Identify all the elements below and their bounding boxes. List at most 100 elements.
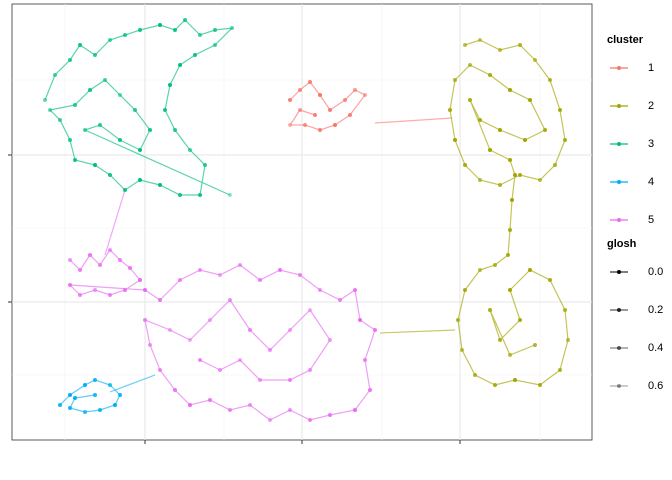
node-point (108, 173, 112, 177)
node-point (203, 163, 207, 167)
node-point (88, 253, 92, 257)
node-point (188, 338, 192, 342)
node-point (288, 408, 292, 412)
node-point (53, 73, 57, 77)
link-line (379, 329, 456, 334)
node-point (198, 33, 202, 37)
node-point (493, 383, 497, 387)
node-point (353, 88, 357, 92)
node-point (118, 258, 122, 262)
node-point (173, 388, 177, 392)
node-point (468, 98, 472, 102)
node-point (248, 328, 252, 332)
legend-label: 0.6 (648, 380, 663, 392)
node-point (258, 378, 262, 382)
node-point (566, 338, 570, 342)
legend-key (617, 308, 621, 312)
node-point (193, 53, 197, 57)
node-point (228, 408, 232, 412)
node-point (78, 268, 82, 272)
node-point (518, 318, 522, 322)
node-point (298, 88, 302, 92)
link-line (109, 374, 156, 393)
node-point (138, 178, 142, 182)
node-point (478, 178, 482, 182)
node-point (83, 410, 87, 414)
legend-label: 4 (648, 176, 654, 188)
legend-label: 1 (648, 62, 654, 74)
node-point (138, 278, 142, 282)
node-point (173, 128, 177, 132)
legend-key (617, 180, 621, 184)
node-point (158, 183, 162, 187)
node-point (78, 293, 82, 297)
node-point (278, 268, 282, 272)
node-point (198, 358, 202, 362)
node-point (108, 383, 112, 387)
node-point (523, 138, 527, 142)
node-point (468, 63, 472, 67)
node-point (488, 308, 492, 312)
node-point (303, 123, 307, 127)
node-point (73, 396, 77, 400)
node-point (158, 368, 162, 372)
node-point (488, 73, 492, 77)
node-point (208, 398, 212, 402)
edge-line (44, 19, 234, 196)
node-point (178, 278, 182, 282)
legend-title: cluster (607, 34, 644, 46)
node-point (108, 38, 112, 42)
node-point (98, 263, 102, 267)
node-point (298, 108, 302, 112)
node-point (88, 88, 92, 92)
node-point (68, 283, 72, 287)
node-point (93, 288, 97, 292)
node-point (533, 343, 537, 347)
legend-key (617, 218, 621, 222)
node-point (373, 328, 377, 332)
node-point (138, 148, 142, 152)
legend-label: 0.0 (648, 266, 663, 278)
node-point (83, 128, 87, 132)
node-point (533, 58, 537, 62)
node-point (448, 108, 452, 112)
node-point (208, 318, 212, 322)
node-point (198, 268, 202, 272)
legend-key (617, 346, 621, 350)
node-point (453, 138, 457, 142)
node-point (308, 368, 312, 372)
node-point (348, 113, 352, 117)
node-point (178, 193, 182, 197)
node-point (456, 318, 460, 322)
node-point (93, 53, 97, 57)
node-point (453, 78, 457, 82)
node-point (333, 123, 337, 127)
node-point (308, 308, 312, 312)
node-point (563, 138, 567, 142)
node-point (68, 138, 72, 142)
node-point (213, 43, 217, 47)
node-point (218, 273, 222, 277)
node-point (543, 128, 547, 132)
legend-key (617, 270, 621, 274)
node-point (228, 193, 232, 197)
node-point (508, 228, 512, 232)
node-point (98, 123, 102, 127)
node-point (213, 28, 217, 32)
node-point (68, 258, 72, 262)
node-point (313, 113, 317, 117)
node-point (123, 33, 127, 37)
link-line (104, 189, 126, 256)
node-point (230, 26, 234, 30)
node-point (488, 148, 492, 152)
node-point (98, 408, 102, 412)
node-point (506, 253, 510, 257)
node-point (510, 198, 514, 202)
node-point (538, 178, 542, 182)
node-point (358, 318, 362, 322)
node-point (158, 23, 162, 27)
node-point (288, 328, 292, 332)
node-point (463, 163, 467, 167)
node-point (528, 268, 532, 272)
node-point (508, 353, 512, 357)
